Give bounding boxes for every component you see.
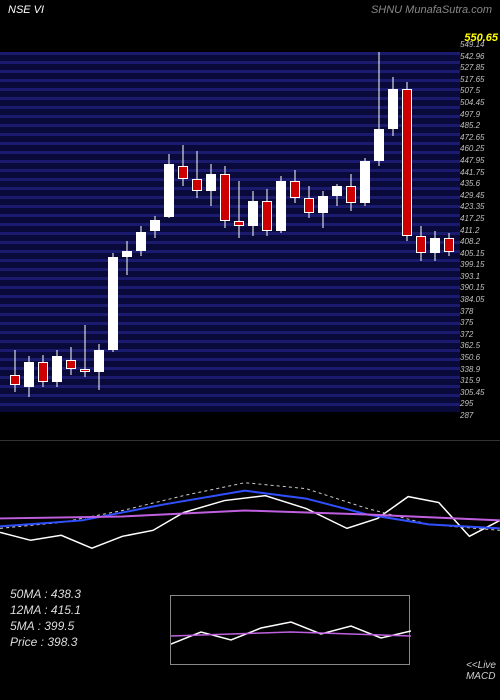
main-candle-chart: 550.65 549.14542.96527.85517.65507.5504.… — [0, 20, 500, 440]
y-axis-tick: 399.15 — [460, 260, 500, 269]
y-axis-tick: 378 — [460, 307, 500, 316]
mini-line-0 — [171, 622, 411, 644]
y-axis-tick: 390.15 — [460, 283, 500, 292]
mini-svg — [171, 596, 411, 666]
y-axis-tick: 504.45 — [460, 98, 500, 107]
y-axis-tick: 393.1 — [460, 272, 500, 281]
y-axis-tick: 527.85 — [460, 63, 500, 72]
y-axis-tick: 338.9 — [460, 365, 500, 374]
y-axis: 549.14 542.96 527.85 517.65 507.5 504.45 497.9… — [460, 40, 500, 420]
y-axis-tick: 441.75 — [460, 168, 500, 177]
indicator-line-blue — [0, 491, 500, 529]
y-axis-tick: 315.9 — [460, 376, 500, 385]
y-axis-tick: 305.45 — [460, 388, 500, 397]
y-axis-tick: 472.65 — [460, 133, 500, 142]
y-axis-tick: 460.25 — [460, 144, 500, 153]
y-axis-tick: 408.2 — [460, 237, 500, 246]
y-axis-tick: 417.25 — [460, 214, 500, 223]
y-axis-tick: 549.14 — [460, 40, 500, 49]
symbol-left: NSE VI — [8, 4, 44, 16]
y-axis-tick: 295 — [460, 399, 500, 408]
y-axis-tick: 435.6 — [460, 179, 500, 188]
indicator-line-violet — [0, 511, 500, 521]
y-axis-tick: 375 — [460, 318, 500, 327]
candles-layer — [10, 52, 450, 412]
chart-header: NSE VI SHNU MunafaSutra.com — [0, 0, 500, 20]
y-axis-tick: 372 — [460, 330, 500, 339]
live-macd-label: <<Live MACD — [466, 660, 496, 682]
indicator-line-white — [0, 496, 500, 549]
mini-macd-chart — [170, 595, 410, 665]
y-axis-tick: 287 — [460, 411, 500, 420]
y-axis-tick: 485.2 — [460, 121, 500, 130]
footer-stats: 50MA : 438.312MA : 415.15MA : 399.5Price… — [0, 580, 500, 700]
y-axis-tick: 429.45 — [460, 191, 500, 200]
y-axis-tick: 497.9 — [460, 110, 500, 119]
y-axis-tick: 542.96 — [460, 52, 500, 61]
y-axis-tick: 350.6 — [460, 353, 500, 362]
y-axis-tick: 423.35 — [460, 202, 500, 211]
source-label: SHNU MunafaSutra.com — [371, 4, 492, 16]
y-axis-tick: 384.05 — [460, 295, 500, 304]
macd-svg — [0, 441, 500, 580]
y-axis-tick: 362.5 — [460, 341, 500, 350]
y-axis-tick: 447.95 — [460, 156, 500, 165]
y-axis-tick: 517.65 — [460, 75, 500, 84]
y-axis-tick: 405.15 — [460, 249, 500, 258]
y-axis-tick: 411.2 — [460, 226, 500, 235]
y-axis-tick: 507.5 — [460, 86, 500, 95]
macd-panel — [0, 440, 500, 580]
